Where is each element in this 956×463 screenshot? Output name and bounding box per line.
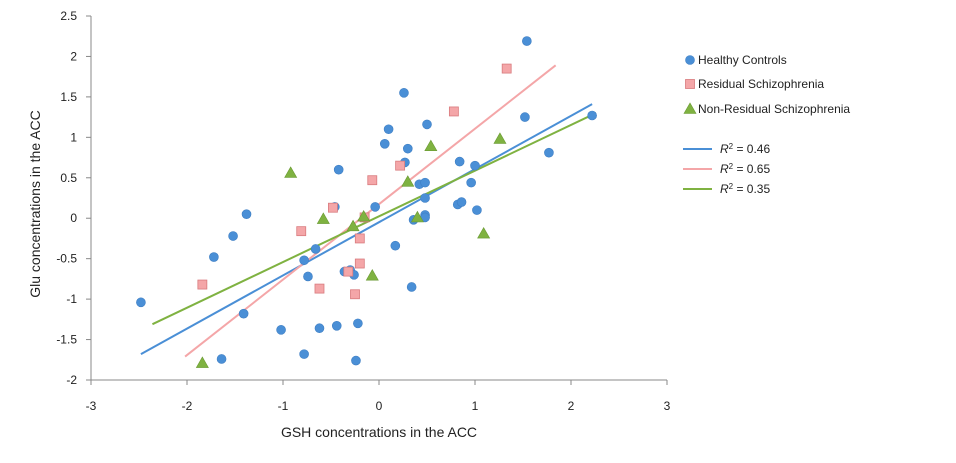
- point-square-2: [350, 289, 360, 300]
- point-square-2: [296, 226, 307, 237]
- point-square-2: [448, 106, 459, 117]
- point-circle-1: [209, 252, 219, 262]
- point-triangle-3: [410, 210, 424, 223]
- point-circle-1: [238, 308, 249, 319]
- point-square-2: [197, 279, 208, 290]
- trendline-3: [152, 112, 597, 326]
- point-circle-1: [314, 323, 325, 334]
- point-triangle-3: [284, 166, 298, 178]
- point-triangle-3: [316, 212, 330, 224]
- legend-r2-label: R2 = 0.65: [720, 162, 770, 177]
- y-tick-label: 2: [70, 49, 77, 63]
- point-triangle-3: [401, 175, 415, 187]
- point-circle-1: [406, 282, 417, 292]
- point-square-2: [314, 283, 325, 294]
- point-circle-1: [472, 205, 482, 215]
- point-circle-1: [303, 271, 313, 282]
- legend: Healthy Controls Residual Schizophrenia No…: [683, 53, 850, 196]
- x-tick-label: -3: [86, 399, 97, 413]
- legend-r2-label: R2 = 0.35: [720, 182, 770, 197]
- point-circle-1: [383, 124, 394, 135]
- y-tick-label: 1: [70, 130, 77, 144]
- point-triangle-3: [424, 139, 438, 152]
- point-square-2: [328, 202, 338, 213]
- y-tick-label: 1.5: [60, 90, 77, 104]
- x-tick-label: 0: [376, 399, 383, 413]
- point-square-2: [343, 266, 354, 277]
- point-circle-1: [136, 297, 146, 308]
- point-circle-1: [402, 143, 413, 154]
- point-circle-1: [522, 36, 532, 46]
- point-circle-1: [333, 164, 344, 175]
- point-circle-1: [299, 349, 309, 359]
- legend-label: Residual Schizophrenia: [698, 77, 824, 91]
- x-tick-label: -1: [278, 399, 289, 413]
- trendline-1: [140, 103, 593, 355]
- point-circle-1: [299, 255, 309, 266]
- point-circle-1: [544, 147, 554, 158]
- point-circle-1: [353, 318, 363, 329]
- y-tick-label: 0.5: [60, 171, 77, 185]
- trendlines: [140, 64, 597, 358]
- x-tick-label: 2: [568, 399, 575, 413]
- point-circle-1: [520, 112, 530, 122]
- point-square-2: [367, 175, 378, 186]
- point-circle-1: [276, 325, 286, 335]
- point-circle-1: [331, 321, 342, 331]
- point-triangle-3: [493, 132, 507, 144]
- legend-marker-square: [685, 79, 695, 89]
- legend-marker-triangle: [683, 102, 697, 114]
- point-circle-1: [390, 240, 401, 251]
- y-tick-label: -2: [66, 373, 77, 387]
- y-tick-label: 2.5: [60, 9, 77, 23]
- point-circle-1: [228, 231, 238, 241]
- y-tick-label: 0: [70, 211, 77, 225]
- axes: -2 -1.5 -1 -0.5 0 0.5 1 1.5 2 2.5 -3 -2 -1 0 1 2 3: [56, 9, 670, 413]
- point-circle-1: [379, 139, 390, 149]
- x-axis-label: GSH concentrations in the ACC: [281, 424, 477, 440]
- point-circle-1: [456, 197, 467, 207]
- point-circle-1: [216, 354, 227, 364]
- y-tick-label: -0.5: [56, 252, 77, 266]
- point-triangle-3: [357, 209, 371, 222]
- point-circle-1: [399, 88, 409, 98]
- point-square-2: [501, 63, 512, 74]
- point-circle-1: [370, 202, 380, 212]
- point-triangle-3: [195, 356, 209, 368]
- legend-label: Healthy Controls: [698, 53, 787, 67]
- point-circle-1: [587, 110, 597, 121]
- point-circle-1: [470, 160, 480, 171]
- point-square-2: [354, 258, 365, 269]
- x-tick-label: 1: [472, 399, 479, 413]
- legend-marker-circle: [685, 55, 695, 65]
- point-circle-1: [420, 177, 430, 188]
- point-triangle-3: [477, 226, 491, 239]
- y-tick-label: -1.5: [56, 333, 77, 347]
- point-circle-1: [351, 355, 361, 366]
- y-tick-label: -1: [66, 292, 77, 306]
- legend-label: Non-Residual Schizophrenia: [698, 102, 850, 116]
- x-tick-label: 3: [664, 399, 671, 413]
- trendline-2: [184, 64, 557, 358]
- point-circle-1: [454, 156, 465, 167]
- point-circle-1: [420, 193, 430, 203]
- point-square-2: [395, 160, 406, 171]
- legend-r2-label: R2 = 0.46: [720, 142, 770, 157]
- point-square-2: [354, 233, 365, 244]
- y-axis-label: Glu concentrations in the ACC: [27, 110, 43, 298]
- point-triangle-3: [346, 219, 360, 232]
- point-triangle-3: [365, 269, 379, 281]
- point-circle-1: [310, 244, 321, 254]
- x-tick-label: -2: [182, 399, 193, 413]
- point-circle-1: [466, 177, 476, 188]
- point-circle-1: [422, 119, 432, 130]
- point-circle-1: [241, 209, 252, 219]
- data-points: [136, 36, 597, 368]
